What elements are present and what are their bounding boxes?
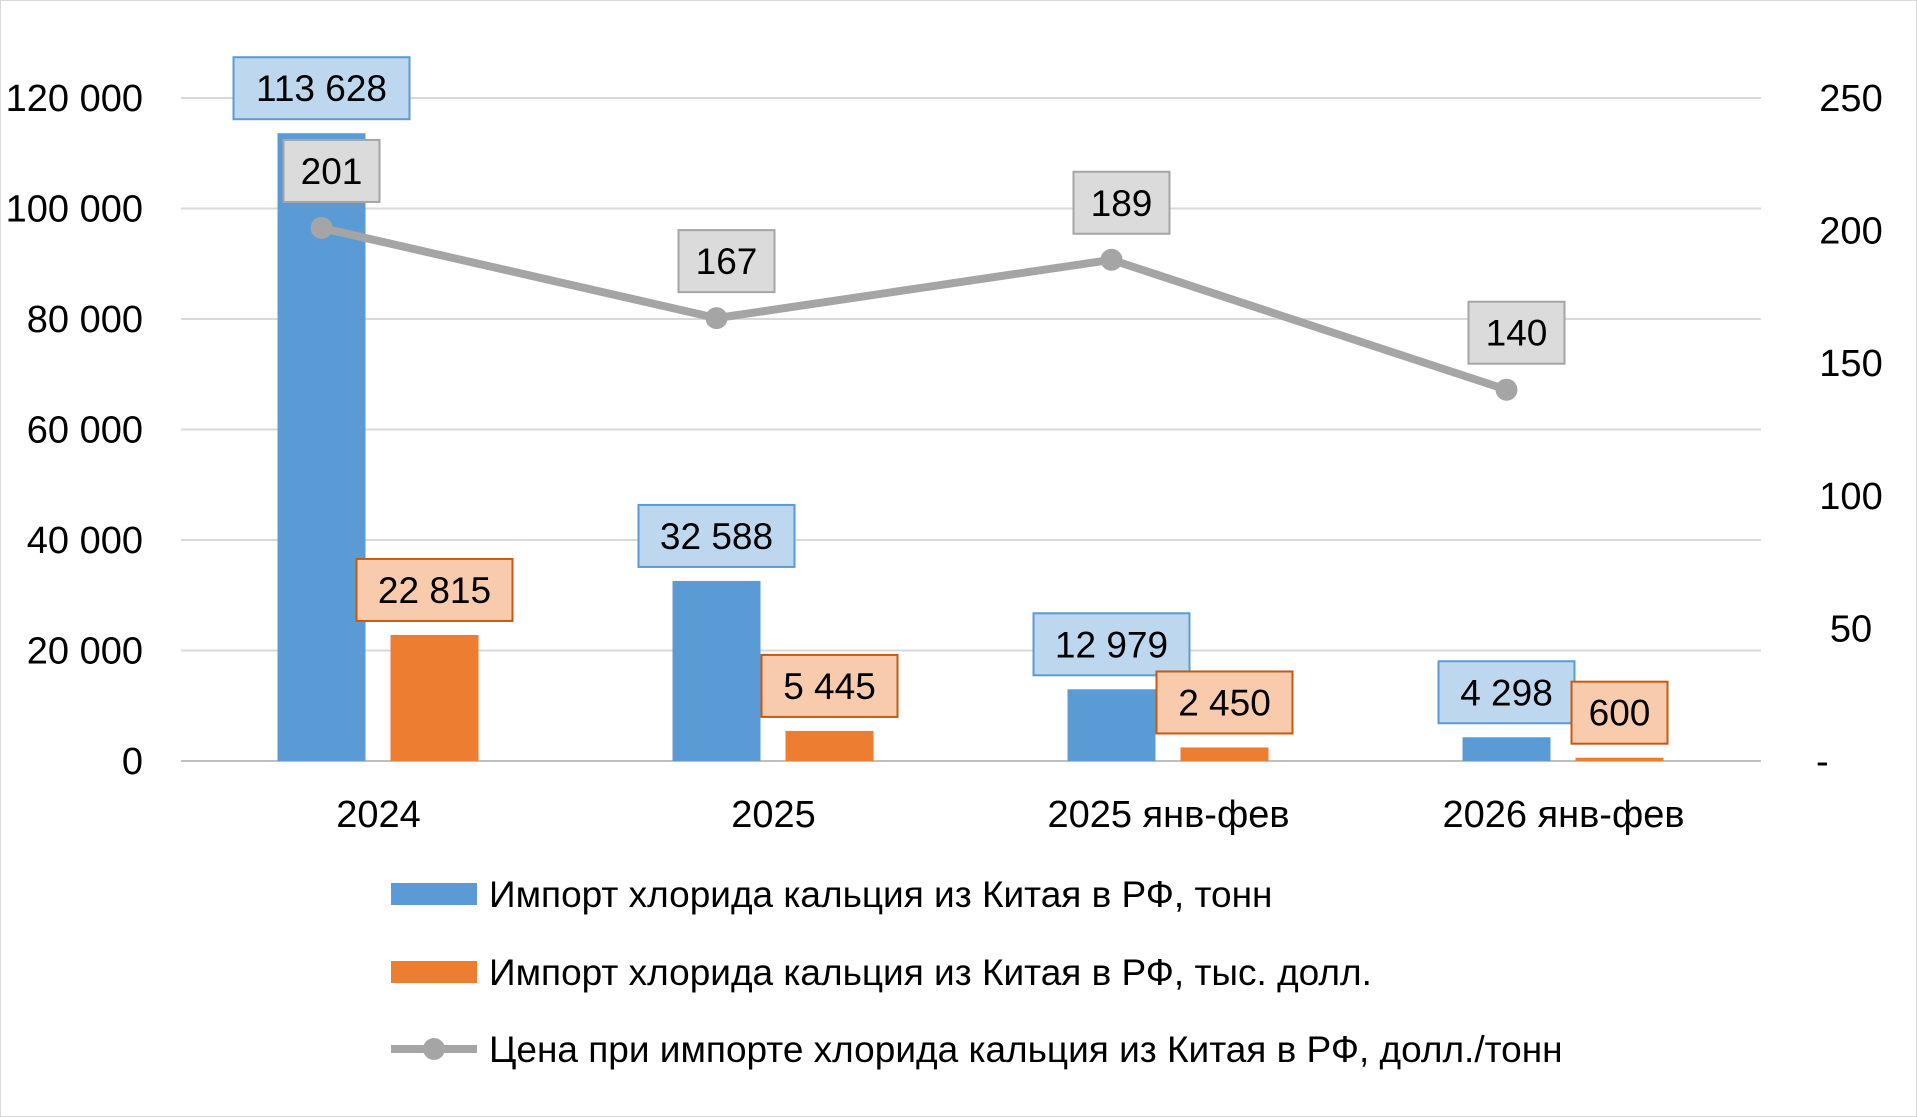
data-label-value-box xyxy=(1155,670,1294,735)
data-label-value: 2 450 xyxy=(1178,682,1271,723)
y-left-tick-label: 60 000 xyxy=(27,410,143,452)
y-right-tick-label: 100 xyxy=(1819,476,1882,518)
legend-swatch xyxy=(391,961,477,983)
x-tick-label: 2025 xyxy=(731,794,816,836)
x-tick-label: 2024 xyxy=(336,794,421,836)
data-label-value-box xyxy=(760,653,899,718)
legend-swatch xyxy=(391,883,477,905)
data-label-price-box xyxy=(1467,300,1566,365)
y-right-tick-label: 250 xyxy=(1819,78,1882,120)
bar-value xyxy=(390,634,479,761)
data-label-price: 140 xyxy=(1486,313,1548,354)
x-tick-label: 2025 янв-фев xyxy=(1047,794,1289,836)
y-left-tick-label: 100 000 xyxy=(6,189,143,231)
price-line xyxy=(320,224,1508,394)
data-label-value: 5 445 xyxy=(783,666,876,707)
data-label-tonnes-box xyxy=(1437,660,1576,725)
x-tick-label: 2026 янв-фев xyxy=(1442,794,1684,836)
data-label-tonnes-box xyxy=(1032,612,1191,677)
y-right-tick-label: 200 xyxy=(1819,211,1882,253)
data-label-tonnes: 4 298 xyxy=(1460,672,1553,713)
data-label-tonnes: 32 588 xyxy=(660,516,773,557)
data-label-price-box xyxy=(1072,170,1171,235)
y-left-tick-label: 20 000 xyxy=(27,631,143,673)
y-right-tick-label: 50 xyxy=(1830,608,1872,650)
price-line-marker xyxy=(1100,248,1123,271)
legend-label: Цена при импорте хлорида кальция из Кита… xyxy=(489,1029,1563,1070)
price-line-marker xyxy=(310,216,333,239)
data-label-price-box xyxy=(677,229,776,294)
y-right-tick-label: - xyxy=(1816,741,1829,783)
data-label-tonnes: 113 628 xyxy=(256,68,387,109)
data-label-value: 22 815 xyxy=(378,570,491,611)
y-left-tick-label: 40 000 xyxy=(27,520,143,562)
price-line-marker xyxy=(705,307,728,330)
bar-value xyxy=(1575,757,1664,761)
legend-swatch-marker xyxy=(423,1038,445,1060)
legend-label: Импорт хлорида кальция из Китая в РФ, то… xyxy=(489,874,1272,915)
bar-value xyxy=(785,730,874,761)
legend-label: Импорт хлорида кальция из Китая в РФ, ты… xyxy=(489,952,1372,993)
data-label-price: 167 xyxy=(696,241,758,282)
data-label-value: 600 xyxy=(1589,693,1651,734)
price-line-marker xyxy=(1495,378,1518,401)
y-left-tick-label: 120 000 xyxy=(6,78,143,120)
bar-tonnes xyxy=(1462,737,1551,761)
bar-tonnes xyxy=(1067,689,1156,761)
y-left-tick-label: 80 000 xyxy=(27,299,143,341)
data-label-tonnes-box xyxy=(637,503,796,568)
data-label-value-box xyxy=(1570,680,1669,745)
data-label-price-box xyxy=(282,138,381,203)
data-label-tonnes-box xyxy=(232,56,411,121)
y-right-tick-label: 150 xyxy=(1819,343,1882,385)
y-left-tick-label: 0 xyxy=(122,741,143,783)
data-label-value-box xyxy=(355,557,514,622)
bar-value xyxy=(1180,747,1269,761)
data-label-price: 201 xyxy=(301,151,363,192)
data-label-price: 189 xyxy=(1091,183,1153,224)
bar-tonnes xyxy=(672,580,761,761)
data-label-tonnes: 12 979 xyxy=(1055,624,1168,665)
